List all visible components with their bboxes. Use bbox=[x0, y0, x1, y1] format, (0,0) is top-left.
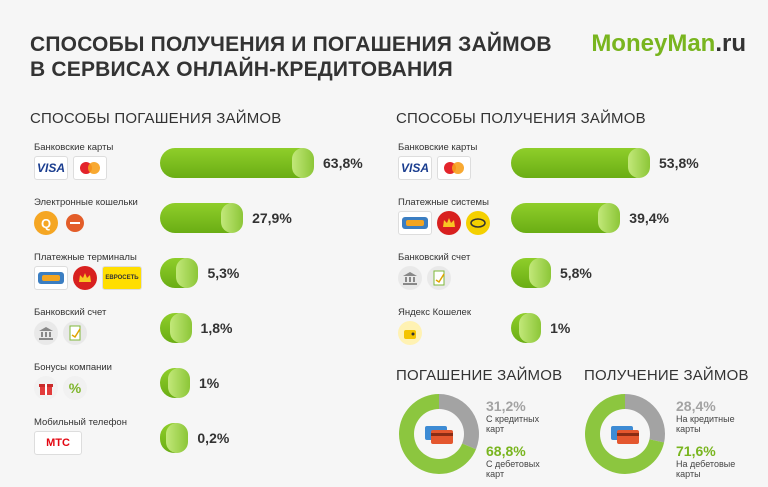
category-logos: Q bbox=[34, 211, 87, 235]
category-logos: % bbox=[34, 376, 87, 400]
bank-icon bbox=[34, 321, 58, 345]
visa-icon: VISA bbox=[398, 156, 432, 180]
bar bbox=[160, 368, 190, 398]
repayment-section-title: СПОСОБЫ ПОГАШЕНИЯ ЗАЙМОВ bbox=[30, 110, 282, 127]
title-line-2: В СЕРВИСАХ ОНЛАЙН-КРЕДИТОВАНИЯ bbox=[30, 58, 453, 81]
receipt-section-title: СПОСОБЫ ПОЛУЧЕНИЯ ЗАЙМОВ bbox=[396, 110, 646, 127]
data-label: 1,8% bbox=[200, 320, 233, 336]
bar bbox=[160, 258, 199, 288]
credit-cards-icon bbox=[425, 426, 453, 444]
receipt-pie-debit-value: 71,6% bbox=[676, 443, 716, 459]
bar bbox=[511, 313, 542, 343]
data-label: 5,3% bbox=[207, 265, 240, 281]
mastercard-icon bbox=[73, 156, 107, 180]
brand-name: MoneyMan bbox=[591, 30, 716, 57]
page-title: СПОСОБЫ ПОЛУЧЕНИЯ И ПОГАШЕНИЯ ЗАЙМОВ В С… bbox=[30, 32, 552, 82]
data-label: 63,8% bbox=[323, 155, 363, 171]
visa-icon: VISA bbox=[34, 156, 68, 180]
receipt-pie-chart bbox=[585, 394, 665, 474]
category-logos bbox=[34, 321, 87, 345]
category-label: Платежные терминалы bbox=[34, 252, 137, 263]
data-label: 39,4% bbox=[629, 210, 669, 226]
euroset-icon: ЕВРОСЕТЬ bbox=[102, 266, 142, 290]
category-label: Яндекс Кошелек bbox=[398, 307, 471, 318]
bar bbox=[160, 313, 192, 343]
terminal-icon bbox=[34, 266, 68, 290]
mastercard-icon bbox=[437, 156, 471, 180]
percent-icon: % bbox=[63, 376, 87, 400]
webmoney-icon bbox=[63, 211, 87, 235]
category-logos: ЕВРОСЕТЬ bbox=[34, 266, 142, 290]
brand-logo: MoneyMan.ru bbox=[591, 30, 746, 58]
category-label: Банковский счет bbox=[34, 307, 107, 318]
receipt-pie-credit-label: На кредитные карты bbox=[676, 414, 735, 434]
bar bbox=[511, 148, 650, 178]
qiwi-icon: Q bbox=[34, 211, 58, 235]
credit-cards-icon bbox=[611, 426, 639, 444]
bar bbox=[511, 203, 621, 233]
bar bbox=[160, 423, 189, 453]
category-label: Банковские карты bbox=[398, 142, 478, 153]
bar bbox=[160, 203, 244, 233]
repayment-pie-chart bbox=[399, 394, 479, 474]
repayment-pie-title: ПОГАШЕНИЕ ЗАЙМОВ bbox=[396, 367, 563, 384]
yandex-wallet-icon bbox=[398, 321, 422, 345]
category-logos: VISA bbox=[34, 156, 107, 180]
category-logos bbox=[398, 211, 490, 235]
repayment-pie-credit-value: 31,2% bbox=[486, 398, 526, 414]
category-logos bbox=[398, 266, 451, 290]
repayment-pie-debit-label: С дебетовых карт bbox=[486, 459, 540, 479]
crown-icon bbox=[437, 211, 461, 235]
repayment-pie-debit-value: 68,8% bbox=[486, 443, 526, 459]
document-icon bbox=[63, 321, 87, 345]
receipt-pie-debit-label: На дебетовые карты bbox=[676, 459, 736, 479]
data-label: 0,2% bbox=[197, 430, 230, 446]
gift-icon bbox=[34, 376, 58, 400]
crown-icon bbox=[73, 266, 97, 290]
category-label: Мобильный телефон bbox=[34, 417, 127, 428]
bar bbox=[511, 258, 551, 288]
title-line-1: СПОСОБЫ ПОЛУЧЕНИЯ И ПОГАШЕНИЯ ЗАЙМОВ bbox=[30, 33, 552, 56]
bar bbox=[160, 148, 314, 178]
category-label: Банковский счет bbox=[398, 252, 471, 263]
brand-domain: .ru bbox=[715, 30, 746, 57]
category-label: Платежные системы bbox=[398, 197, 489, 208]
bank-icon bbox=[398, 266, 422, 290]
data-label: 5,8% bbox=[559, 265, 592, 281]
receipt-pie-credit-value: 28,4% bbox=[676, 398, 716, 414]
golden-crown-icon bbox=[466, 211, 490, 235]
mts-icon: МТС bbox=[34, 431, 82, 455]
category-label: Банковские карты bbox=[34, 142, 114, 153]
category-logos: VISA bbox=[398, 156, 471, 180]
data-label: 1% bbox=[550, 320, 571, 336]
document-icon bbox=[427, 266, 451, 290]
terminal-icon bbox=[398, 211, 432, 235]
category-logos: МТС bbox=[34, 431, 82, 455]
category-label: Электронные кошельки bbox=[34, 197, 138, 208]
category-label: Бонусы компании bbox=[34, 362, 112, 373]
category-logos bbox=[398, 321, 422, 345]
repayment-pie-credit-label: С кредитных карт bbox=[486, 414, 540, 434]
data-label: 27,9% bbox=[252, 210, 292, 226]
data-label: 1% bbox=[198, 375, 220, 391]
receipt-pie-title: ПОЛУЧЕНИЕ ЗАЙМОВ bbox=[584, 367, 749, 384]
data-label: 53,8% bbox=[659, 155, 699, 171]
